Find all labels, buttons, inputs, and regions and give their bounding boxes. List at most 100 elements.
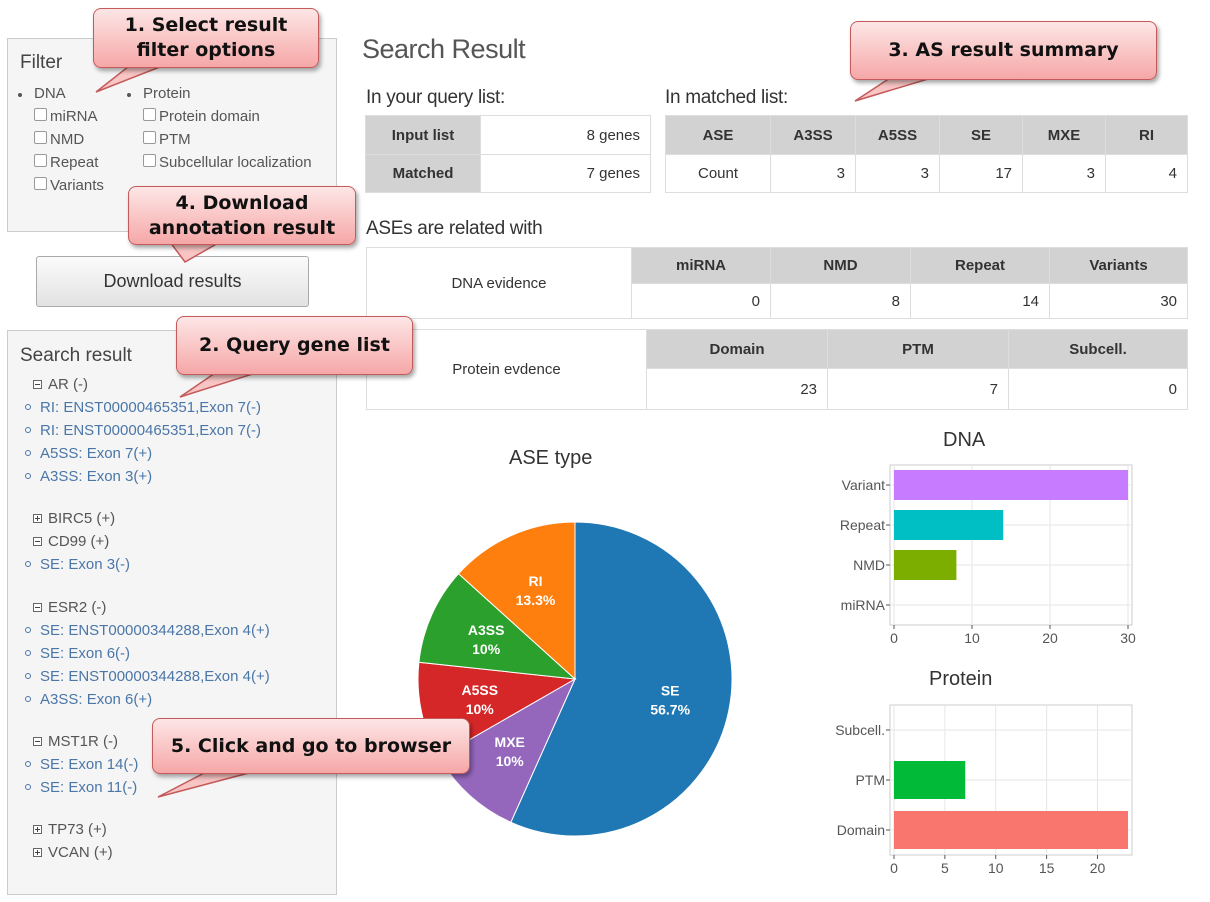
filter-option-subcellular[interactable]: Subcellular localization <box>143 154 312 171</box>
checkbox-icon[interactable] <box>34 154 47 167</box>
x-tick-label: 5 <box>941 860 949 876</box>
gene-node[interactable]: TP73 (+) <box>33 821 107 838</box>
ase-event-link[interactable]: SE: Exon 6(-) <box>25 645 130 662</box>
ase-header: MXE <box>1022 115 1106 155</box>
gene-node[interactable]: VCAN (+) <box>33 844 113 861</box>
circle-bullet-icon <box>25 627 31 633</box>
filter-option-repeat[interactable]: Repeat <box>34 154 98 171</box>
ase-event-link[interactable]: SE: Exon 14(-) <box>25 756 138 773</box>
checkbox-icon[interactable] <box>34 177 47 190</box>
x-tick-label: 0 <box>890 630 898 646</box>
filter-option-nmd[interactable]: NMD <box>34 131 84 148</box>
pie-slice-label: A5SS <box>461 682 498 698</box>
ase-event-label[interactable]: SE: Exon 14(-) <box>40 756 139 773</box>
ase-event-label[interactable]: RI: ENST00000465351,Exon 7(-) <box>40 422 261 439</box>
ase-event-link[interactable]: RI: ENST00000465351,Exon 7(-) <box>25 399 261 416</box>
gene-label[interactable]: AR (-) <box>48 376 88 393</box>
ase-event-label[interactable]: A5SS: Exon 7(+) <box>40 445 153 462</box>
x-tick-label: 30 <box>1120 630 1136 646</box>
pie-slice-percent: 13.3% <box>516 592 556 608</box>
ase-event-label[interactable]: SE: ENST00000344288,Exon 4(+) <box>40 622 270 639</box>
gene-label[interactable]: MST1R (-) <box>48 733 118 750</box>
filter-option-variants[interactable]: Variants <box>34 177 104 194</box>
protein-value: 7 <box>827 368 1009 410</box>
expand-icon[interactable] <box>33 848 42 857</box>
pie-chart-title: ASE type <box>509 447 593 469</box>
gene-node[interactable]: ESR2 (-) <box>33 599 106 616</box>
checkbox-icon[interactable] <box>143 108 156 121</box>
x-tick-label: 20 <box>1090 860 1106 876</box>
dna-value: 14 <box>910 283 1050 319</box>
ase-row-label: Count <box>665 154 771 193</box>
gene-node[interactable]: BIRC5 (+) <box>33 510 115 527</box>
download-results-button[interactable]: Download results <box>36 256 309 307</box>
query-table: Input list 8 genes Matched 7 genes <box>365 115 651 193</box>
filter-dna-label: DNA <box>34 85 66 102</box>
collapse-icon[interactable] <box>33 537 42 546</box>
y-tick-label: NMD <box>853 557 885 573</box>
ase-event-link[interactable]: SE: ENST00000344288,Exon 4(+) <box>25 668 270 685</box>
ase-event-label[interactable]: SE: Exon 6(-) <box>40 645 131 662</box>
ase-event-link[interactable]: SE: Exon 11(-) <box>25 779 137 796</box>
pie-slice-label: A3SS <box>468 622 505 638</box>
callout-4: 4. Download annotation result <box>128 186 356 245</box>
ase-event-link[interactable]: A3SS: Exon 3(+) <box>25 468 152 485</box>
ase-event-link[interactable]: RI: ENST00000465351,Exon 7(-) <box>25 422 261 439</box>
pie-slice-percent: 10% <box>496 753 525 769</box>
pie-slice-ri[interactable] <box>457 521 576 681</box>
pie-slice-se[interactable] <box>510 521 733 837</box>
ase-event-label[interactable]: SE: Exon 3(-) <box>40 556 131 573</box>
pie-slice-percent: 10% <box>472 641 501 657</box>
collapse-icon[interactable] <box>33 380 42 389</box>
filter-option-ptm[interactable]: PTM <box>143 131 191 148</box>
ase-event-link[interactable]: A5SS: Exon 7(+) <box>25 445 152 462</box>
checkbox-icon[interactable] <box>34 108 47 121</box>
gene-label[interactable]: CD99 (+) <box>48 533 110 550</box>
ase-event-link[interactable]: SE: Exon 3(-) <box>25 556 130 573</box>
gene-node[interactable]: CD99 (+) <box>33 533 109 550</box>
related-heading: ASEs are related with <box>366 218 543 239</box>
x-tick-label: 0 <box>890 860 898 876</box>
checkbox-icon[interactable] <box>34 131 47 144</box>
protein-evidence-table: Protein evdence Domain PTM Subcell. 23 7… <box>366 329 1188 410</box>
ase-event-label[interactable]: A3SS: Exon 3(+) <box>40 468 153 485</box>
gene-node[interactable]: MST1R (-) <box>33 733 118 750</box>
dna-header: Repeat <box>910 247 1050 284</box>
protein-header: Subcell. <box>1008 329 1188 369</box>
y-tick-label: Variant <box>842 477 885 493</box>
callout-2: 2. Query gene list <box>176 316 413 375</box>
checkbox-icon[interactable] <box>143 154 156 167</box>
protein-chart-title: Protein <box>929 668 993 690</box>
query-label: Input list <box>365 115 481 155</box>
x-tick-label: 15 <box>1039 860 1055 876</box>
pie-slice-label: RI <box>529 573 543 589</box>
ase-event-link[interactable]: A3SS: Exon 6(+) <box>25 691 152 708</box>
expand-icon[interactable] <box>33 825 42 834</box>
ase-event-label[interactable]: SE: ENST00000344288,Exon 4(+) <box>40 668 270 685</box>
collapse-icon[interactable] <box>33 737 42 746</box>
filter-option-mirna[interactable]: miRNA <box>34 108 98 125</box>
bar-domain <box>894 811 1128 849</box>
gene-label[interactable]: TP73 (+) <box>48 821 107 838</box>
circle-bullet-icon <box>25 761 31 767</box>
x-tick-label: 20 <box>1042 630 1058 646</box>
ase-count: 3 <box>1022 154 1106 193</box>
gene-node[interactable]: AR (-) <box>33 376 88 393</box>
gene-label[interactable]: VCAN (+) <box>48 844 113 861</box>
ase-event-label[interactable]: A3SS: Exon 6(+) <box>40 691 153 708</box>
ase-event-label[interactable]: RI: ENST00000465351,Exon 7(-) <box>40 399 261 416</box>
ase-event-link[interactable]: SE: ENST00000344288,Exon 4(+) <box>25 622 270 639</box>
ase-count: 4 <box>1105 154 1188 193</box>
callout-1: 1. Select result filter options <box>93 8 319 68</box>
gene-label[interactable]: BIRC5 (+) <box>48 510 116 527</box>
expand-icon[interactable] <box>33 514 42 523</box>
ase-event-label[interactable]: SE: Exon 11(-) <box>40 779 138 796</box>
y-tick-label: Domain <box>837 822 885 838</box>
filter-option-protein-domain[interactable]: Protein domain <box>143 108 260 125</box>
pie-slice-a3ss[interactable] <box>418 572 577 680</box>
checkbox-icon[interactable] <box>143 131 156 144</box>
collapse-icon[interactable] <box>33 603 42 612</box>
y-tick-label: Repeat <box>840 517 885 533</box>
gene-label[interactable]: ESR2 (-) <box>48 599 107 616</box>
circle-bullet-icon <box>25 450 31 456</box>
